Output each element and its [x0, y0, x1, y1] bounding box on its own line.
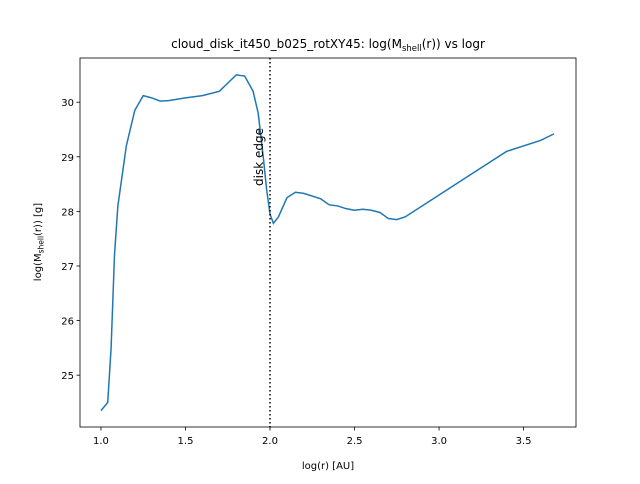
x-tick-label: 1.0 — [93, 436, 109, 447]
title-sub: shell — [402, 44, 422, 54]
plot-frame — [79, 57, 577, 428]
title-main: cloud_disk_it450_b025_rotXY45: log(M — [171, 37, 402, 51]
x-tick-label: 2.5 — [347, 436, 363, 447]
y-axis-label: log(Mshell(r)) [g] — [33, 203, 46, 281]
ylabel-end: (r)) [g] — [33, 203, 44, 236]
disk-edge-label: disk edge — [252, 128, 266, 186]
y-tick-label: 28 — [61, 207, 74, 218]
y-tick-label: 27 — [61, 262, 74, 273]
data-line — [100, 74, 555, 412]
y-tick-label: 25 — [61, 371, 74, 382]
title-end: (r)) vs logr — [422, 37, 485, 51]
y-tick-label: 30 — [61, 98, 74, 109]
chart-title: cloud_disk_it450_b025_rotXY45: log(Mshel… — [171, 37, 485, 54]
x-tick-label: 3.5 — [516, 436, 532, 447]
x-axis-label: log(r) [AU] — [302, 461, 354, 472]
ylabel-main: log(M — [33, 253, 44, 281]
y-tick-label: 26 — [61, 317, 74, 328]
x-tick-label: 1.5 — [178, 436, 194, 447]
y-tick-label: 29 — [61, 153, 74, 164]
x-tick-label: 2.0 — [262, 436, 278, 447]
ylabel-sub: shell — [37, 236, 46, 253]
x-tick-label: 3.0 — [431, 436, 447, 447]
